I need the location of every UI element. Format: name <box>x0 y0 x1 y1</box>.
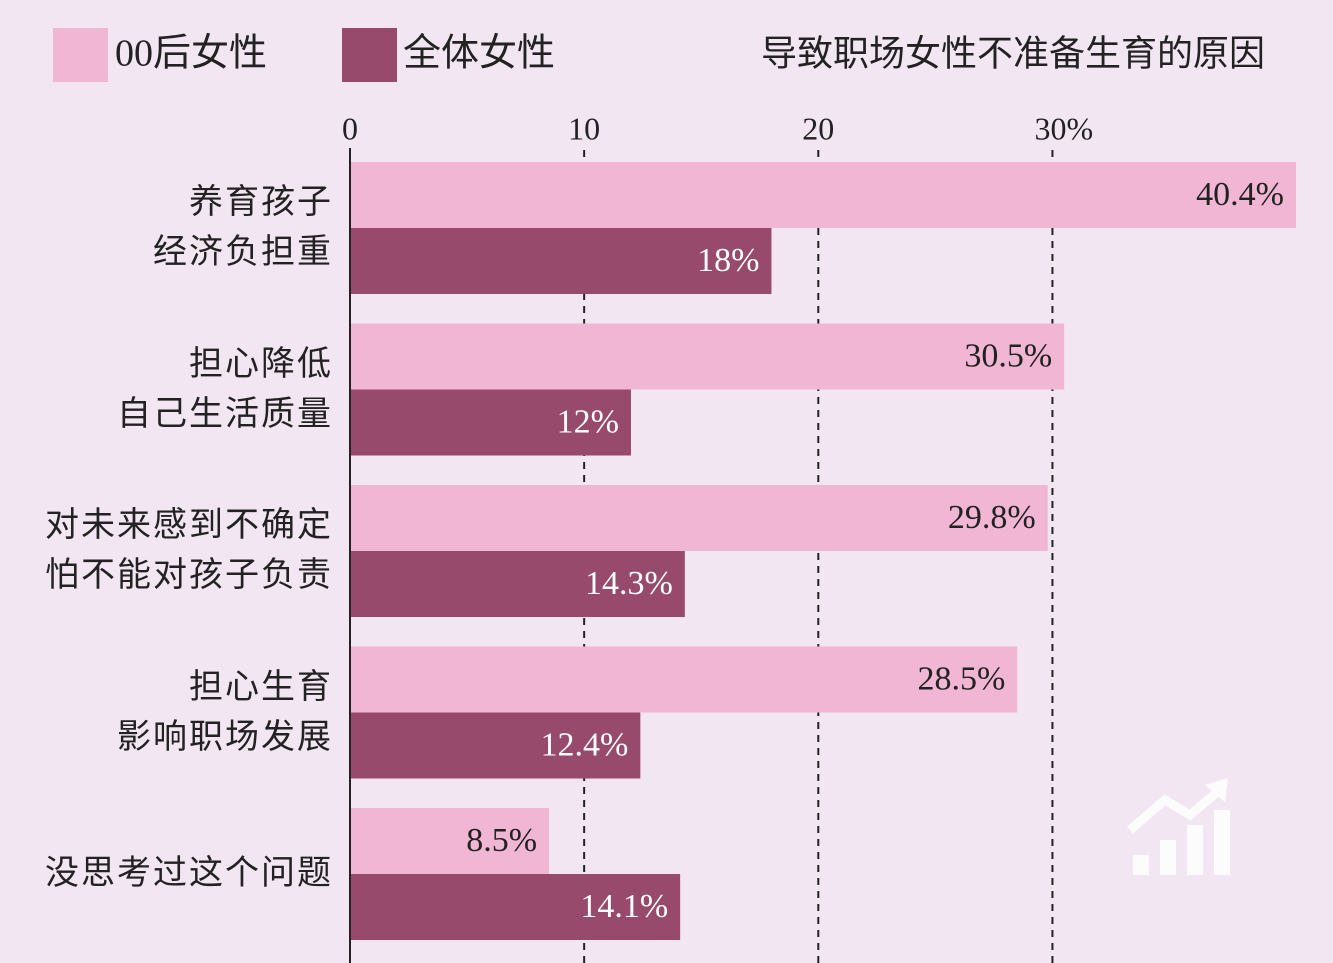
x-tick-label: 0 <box>342 110 358 146</box>
value-label: 12% <box>557 403 619 440</box>
y-tick-label: 担心降低 自己生活质量 <box>117 345 333 433</box>
x-tick-label: 10 <box>568 110 600 146</box>
y-tick-label: 养育孩子 经济负担重 <box>153 184 333 271</box>
y-tick-label: 没思考过这个问题 <box>45 855 333 892</box>
bar <box>350 323 1065 390</box>
value-label: 14.1% <box>580 888 668 925</box>
value-label: 18% <box>697 242 759 279</box>
legend-swatch <box>53 28 108 82</box>
plot: 0 10 20 30% 40.4% 18% 30.5% 12% 29.8% 14.3% 28.5% 1… <box>342 110 1296 963</box>
bar <box>350 228 772 294</box>
x-tick-label: 30% <box>1034 110 1093 146</box>
legend-swatch <box>342 28 397 82</box>
value-label: 28.5% <box>917 660 1005 697</box>
value-label: 12.4% <box>541 726 629 763</box>
value-label: 29.8% <box>948 499 1036 536</box>
bar <box>350 808 550 874</box>
legend-label: 00后女性 <box>115 33 267 75</box>
legend-label: 全体女性 <box>403 33 555 75</box>
y-tick-label: 对未来感到不确定 怕不能对孩子负责 <box>45 507 333 594</box>
bar <box>350 646 1018 713</box>
icon <box>1127 778 1230 875</box>
chart-title: 导致职场女性不准备生育的原因 <box>761 33 1265 73</box>
value-label: 40.4% <box>1196 176 1284 213</box>
value-label: 8.5% <box>466 822 537 859</box>
bar <box>350 485 1048 551</box>
bar <box>350 712 641 779</box>
value-label: 30.5% <box>964 337 1052 374</box>
bar <box>350 874 681 940</box>
bar <box>350 389 631 456</box>
x-tick-label: 20 <box>802 110 834 146</box>
value-label: 14.3% <box>585 565 673 602</box>
bar <box>350 551 685 617</box>
y-tick-label: 担心生育 影响职场发展 <box>117 668 333 756</box>
bar <box>350 162 1296 228</box>
